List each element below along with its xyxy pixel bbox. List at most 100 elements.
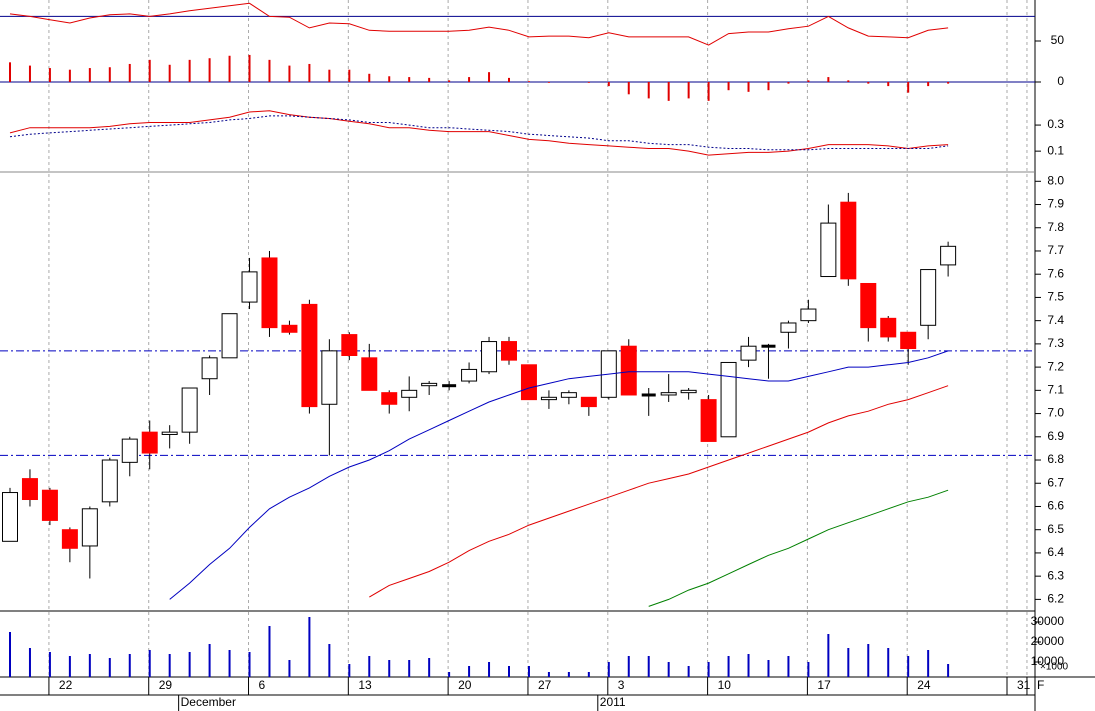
histogram-bar <box>288 65 291 82</box>
candle-body <box>880 317 897 338</box>
x-tick-label: 3 <box>618 678 625 692</box>
histogram-bar <box>428 77 431 82</box>
y-tick-label: 7.3 <box>1047 336 1064 350</box>
histogram-bar <box>308 63 311 82</box>
histogram-bar <box>687 82 690 99</box>
volume-bar <box>767 660 770 677</box>
volume-bar <box>368 656 371 677</box>
y-tick-label: 50 <box>1051 33 1065 47</box>
volume-bar <box>428 658 431 677</box>
x-tick-label: 20 <box>458 678 472 692</box>
histogram-bar <box>328 69 331 82</box>
y-tick-label: 7.5 <box>1047 290 1064 304</box>
indicator-line <box>9 115 949 151</box>
volume-bar <box>448 672 451 677</box>
volume-bar <box>348 664 351 677</box>
volume-bar <box>168 654 171 677</box>
histogram-bar <box>148 59 151 82</box>
candle-body <box>540 396 557 401</box>
x-tick-label: 31 <box>1017 678 1031 692</box>
volume-bar <box>647 656 650 677</box>
y-tick-label: 7.7 <box>1047 243 1064 257</box>
candle-body <box>2 492 18 542</box>
x-tick-label: 27 <box>538 678 552 692</box>
y-tick-label: 10000 <box>1031 654 1065 668</box>
y-tick-label: 30000 <box>1031 614 1065 628</box>
histogram-bar <box>907 82 910 93</box>
volume-bar <box>827 634 830 677</box>
volume-bar <box>947 664 950 677</box>
histogram-bar <box>707 82 710 101</box>
candle-body <box>241 271 258 303</box>
histogram-bar <box>88 68 91 82</box>
candle-body <box>840 201 857 280</box>
histogram-bar <box>408 77 411 82</box>
volume-bar <box>248 652 251 677</box>
y-tick-label: 7.8 <box>1047 220 1064 234</box>
histogram-bar <box>268 59 271 82</box>
month-label: 2011 <box>600 695 626 709</box>
y-tick-label: 7.2 <box>1047 359 1064 373</box>
histogram-bar <box>667 82 670 101</box>
histogram-bar <box>787 82 790 84</box>
volume-bar <box>547 672 550 677</box>
volume-bar <box>48 652 51 677</box>
volume-bar <box>228 650 231 677</box>
histogram-bar <box>228 55 231 82</box>
x-tick-label: 17 <box>817 678 831 692</box>
volume-bar <box>208 644 211 677</box>
volume-bar <box>188 652 191 677</box>
candle-body <box>361 357 378 391</box>
y-tick-label: 6.6 <box>1047 499 1064 513</box>
y-tick-label: 7.4 <box>1047 313 1064 327</box>
y-tick-label: 0 <box>1057 74 1064 88</box>
histogram-bar <box>627 82 630 95</box>
candle-body <box>221 313 238 359</box>
candle-body <box>61 529 78 549</box>
candle-body <box>940 245 957 266</box>
y-tick-label: 6.5 <box>1047 522 1064 536</box>
candle-body <box>560 392 577 398</box>
y-tick-label: 0.1 <box>1047 143 1064 157</box>
histogram-bar <box>28 65 31 82</box>
y-tick-label: 7.9 <box>1047 197 1064 211</box>
candle-body <box>141 431 158 454</box>
histogram-bar <box>48 68 51 82</box>
x-tick-label: 10 <box>718 678 732 692</box>
candle-body <box>301 303 318 408</box>
histogram-bar <box>128 63 131 82</box>
histogram-bar <box>827 77 830 82</box>
histogram-bar <box>767 82 770 91</box>
histogram-bar <box>867 82 870 84</box>
indicator-line <box>9 110 949 156</box>
candle-body <box>501 341 517 361</box>
histogram-bar <box>947 82 950 84</box>
y-tick-label: 0.3 <box>1047 117 1064 131</box>
y-tick-label: 6.2 <box>1047 592 1064 606</box>
candle-body <box>381 392 398 405</box>
candle-body <box>761 344 776 348</box>
candle-body <box>720 361 737 438</box>
candle-body <box>820 222 837 278</box>
candle-body <box>620 345 637 396</box>
y-tick-label: 8.0 <box>1047 173 1064 187</box>
x-tick-label: 13 <box>358 678 372 692</box>
histogram-bar <box>887 82 890 87</box>
volume-bar <box>627 656 630 677</box>
candle-body <box>780 322 797 333</box>
x-tick-label: F <box>1037 678 1044 692</box>
histogram-bar <box>68 69 71 82</box>
histogram-bar <box>607 82 610 87</box>
x-tick-label: 29 <box>159 678 173 692</box>
histogram-bar <box>727 82 730 91</box>
y-tick-label: 6.7 <box>1047 475 1064 489</box>
histogram-bar <box>208 58 211 82</box>
candle-body <box>261 257 278 329</box>
candle-body <box>520 364 537 401</box>
y-tick-label: 20000 <box>1031 634 1065 648</box>
volume-bar <box>847 648 850 677</box>
volume-bar <box>707 662 710 677</box>
candle-body <box>121 438 138 463</box>
